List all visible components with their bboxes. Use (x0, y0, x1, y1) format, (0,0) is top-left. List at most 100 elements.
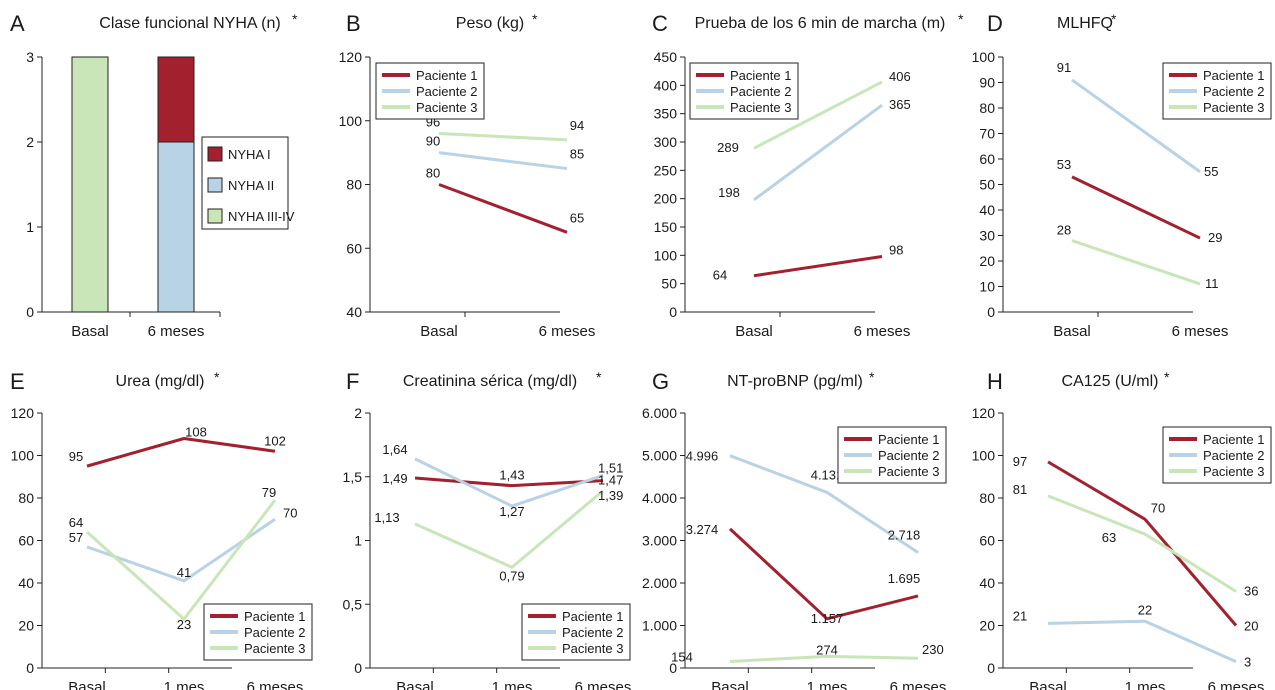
legend-swatch (208, 209, 222, 223)
chart-panel-g: G NT-proBNP (pg/ml) *01.0002.0003.0004.000… (642, 369, 946, 690)
data-label: 94 (570, 118, 584, 133)
y-tick-label: 300 (654, 134, 678, 150)
y-tick-label: 120 (11, 405, 35, 421)
x-tick-label: Basal (71, 323, 109, 340)
legend-label: Paciente 2 (730, 84, 791, 99)
y-tick-label: 0 (354, 660, 362, 676)
panel-letter: E (10, 369, 25, 394)
data-label: 91 (1057, 60, 1071, 75)
data-label: 57 (69, 530, 83, 545)
y-tick-label: 150 (654, 219, 678, 235)
chart-panel-d: D MLHFQ*0102030405060708090100Basal 6 mese… (972, 11, 1271, 340)
series-line-paciente-1 (754, 256, 882, 275)
data-label: 21 (1013, 608, 1027, 623)
y-tick-label: 80 (346, 177, 362, 193)
x-tick-label: 1 mes (1125, 679, 1166, 690)
panel-letter: H (987, 369, 1003, 394)
series-line-paciente-3 (439, 134, 567, 140)
y-tick-label: 6.000 (642, 405, 677, 421)
chart-title: Creatinina sérica (mg/dl) (403, 373, 577, 390)
y-tick-label: 60 (979, 151, 995, 167)
y-tick-label: 0 (987, 660, 995, 676)
x-tick-label: 6 meses (1172, 323, 1229, 340)
data-label: 3.274 (686, 522, 719, 537)
data-label: 406 (889, 69, 911, 84)
chart-title: Prueba de los 6 min de marcha (m) (695, 15, 946, 32)
y-tick-label: 40 (18, 575, 34, 591)
y-tick-label: 40 (979, 202, 995, 218)
y-tick-label: 50 (661, 276, 677, 292)
legend-label: NYHA II (228, 178, 274, 193)
x-tick-label: 6 meses (539, 323, 596, 340)
y-tick-label: 3 (26, 49, 34, 65)
panel-letter: G (652, 369, 669, 394)
data-label: 28 (1057, 223, 1071, 238)
legend-label: Paciente 1 (244, 609, 305, 624)
data-label: 79 (262, 485, 276, 500)
y-tick-label: 10 (979, 279, 995, 295)
y-tick-label: 1,5 (343, 469, 363, 485)
data-label: 95 (69, 449, 83, 464)
data-label: 55 (1204, 164, 1218, 179)
data-label: 154 (671, 649, 693, 664)
legend-label: Paciente 2 (1203, 448, 1264, 463)
data-label: 230 (922, 642, 944, 657)
legend-label: Paciente 1 (730, 68, 791, 83)
y-tick-label: 1 (354, 533, 362, 549)
y-tick-label: 200 (654, 191, 678, 207)
data-label: 1,49 (382, 471, 407, 486)
y-tick-label: 60 (18, 533, 34, 549)
legend-label: NYHA III-IV (228, 209, 295, 224)
x-tick-label: 1 mes (807, 679, 848, 690)
bar-nyha-i (158, 57, 194, 142)
y-tick-label: 70 (979, 126, 995, 142)
data-label: 64 (69, 515, 83, 530)
x-tick-label: 6 meses (1208, 679, 1265, 690)
legend-label: Paciente 1 (1203, 432, 1264, 447)
y-tick-label: 80 (979, 100, 995, 116)
panel-letter: F (346, 369, 359, 394)
chart-title: Peso (kg) (456, 15, 524, 32)
y-tick-label: 1.000 (642, 618, 677, 634)
legend-label: Paciente 2 (416, 84, 477, 99)
series-line-paciente-3 (415, 491, 603, 568)
legend-label: Paciente 3 (878, 464, 939, 479)
data-label: 36 (1244, 584, 1258, 599)
data-label: 65 (570, 210, 584, 225)
chart-panel-c: C Prueba de los 6 min de marcha (m) * 0 50 10… (652, 11, 964, 340)
x-tick-label: 6 meses (854, 323, 911, 340)
data-label: 85 (570, 147, 584, 162)
y-tick-label: 40 (346, 304, 362, 320)
data-label: 4.996 (686, 449, 719, 464)
asterisk-icon: * (958, 11, 964, 27)
y-tick-label: 5.000 (642, 448, 677, 464)
data-label: 22 (1138, 602, 1152, 617)
y-tick-label: 100 (972, 448, 996, 464)
data-label: 108 (185, 425, 207, 440)
y-tick-label: 60 (346, 240, 362, 256)
data-label: 70 (283, 505, 297, 520)
y-tick-label: 20 (979, 253, 995, 269)
data-label: 365 (889, 97, 911, 112)
asterisk-icon: * (1164, 369, 1170, 385)
data-label: 53 (1057, 157, 1071, 172)
y-tick-label: 100 (339, 113, 363, 129)
y-tick-label: 50 (979, 177, 995, 193)
y-tick-label: 80 (18, 490, 34, 506)
asterisk-icon: * (214, 369, 220, 385)
series-line-paciente-3 (1048, 496, 1236, 592)
data-label: 70 (1151, 500, 1165, 515)
y-tick-label: 120 (339, 49, 363, 65)
x-tick-label: 6 meses (890, 679, 947, 690)
y-tick-label: 2.000 (642, 575, 677, 591)
legend-label: Paciente 2 (878, 448, 939, 463)
data-label: 80 (426, 166, 440, 181)
data-label: 2.718 (888, 527, 921, 542)
data-label: 1,43 (499, 468, 524, 483)
y-tick-label: 100 (972, 49, 996, 65)
data-label: 63 (1102, 530, 1116, 545)
data-label: 1,39 (598, 488, 623, 503)
legend-label: Paciente 1 (878, 432, 939, 447)
y-tick-label: 2 (26, 134, 34, 150)
